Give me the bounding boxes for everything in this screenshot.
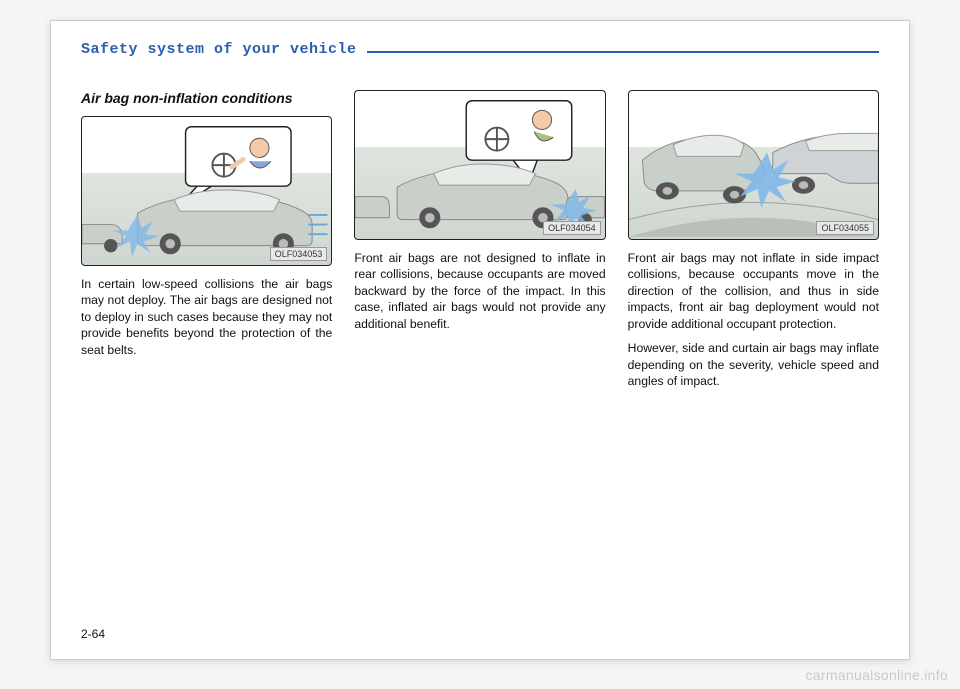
paragraph: However, side and curtain air bags may i… (628, 340, 879, 389)
figure-svg-3 (629, 91, 878, 239)
figure-svg-2 (355, 91, 604, 239)
page-number: 2-64 (81, 627, 105, 641)
paragraph: Front air bags are not designed to infla… (354, 250, 605, 332)
figure-rear-collision: OLF034054 (354, 90, 605, 240)
content-columns: Air bag non-inflation conditions (81, 90, 879, 390)
figure-low-speed-collision: OLF034053 (81, 116, 332, 266)
figure-id-label: OLF034053 (270, 247, 328, 261)
manual-page: Safety system of your vehicle Air bag no… (50, 20, 910, 660)
header-rule (367, 51, 879, 53)
watermark: carmanualsonline.info (806, 667, 949, 683)
figure-id-label: OLF034055 (816, 221, 874, 235)
figure-svg-1 (82, 117, 331, 265)
column-1: Air bag non-inflation conditions (81, 90, 332, 390)
page-header: Safety system of your vehicle (81, 41, 879, 58)
figure-side-impact: OLF034055 (628, 90, 879, 240)
column-3: OLF034055 Front air bags may not inflate… (628, 90, 879, 390)
figure-id-label: OLF034054 (543, 221, 601, 235)
paragraph: Front air bags may not inflate in side i… (628, 250, 879, 332)
section-heading: Air bag non-inflation conditions (81, 90, 332, 106)
column-2: OLF034054 Front air bags are not designe… (354, 90, 605, 390)
paragraph: In certain low-speed collisions the air … (81, 276, 332, 358)
header-title: Safety system of your vehicle (81, 41, 357, 58)
